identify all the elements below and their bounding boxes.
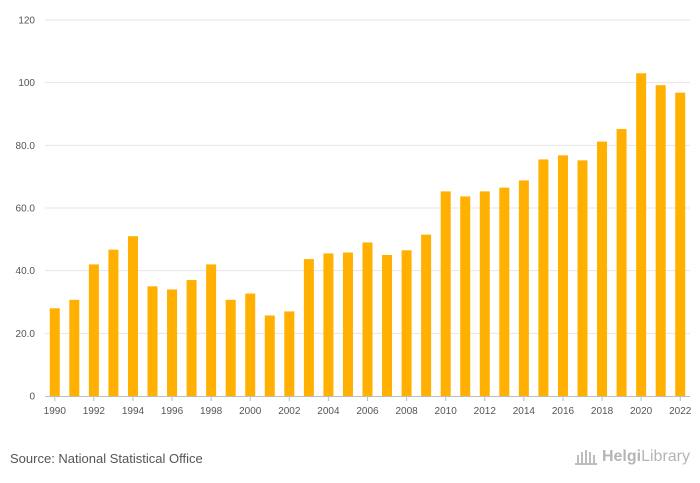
bar-1992 (88, 264, 99, 396)
bar-2013 (499, 187, 510, 396)
y-tick-label: 100 (18, 78, 35, 89)
logo-text-bold: Helgi (601, 448, 642, 465)
bar-2015 (538, 159, 549, 396)
bar-2007 (382, 255, 393, 396)
bar-2008 (401, 250, 412, 396)
bar-2019 (616, 129, 627, 397)
logo-text: Library (641, 448, 690, 465)
bar-1998 (206, 264, 217, 396)
y-tick-label: 80.0 (16, 141, 36, 152)
x-tick-label: 2020 (630, 406, 653, 417)
x-tick-label: 2006 (356, 406, 379, 417)
bar-2018 (597, 141, 608, 396)
bar-1996 (167, 289, 178, 396)
bar-2009 (421, 234, 432, 396)
bar-2010 (440, 191, 451, 396)
bar-2011 (460, 196, 471, 396)
y-tick-label: 40.0 (16, 266, 36, 277)
source-note: Source: National Statistical Office (10, 451, 203, 466)
bar-2005 (342, 252, 353, 396)
x-tick-label: 2000 (239, 406, 262, 417)
bar-1995 (147, 286, 158, 396)
bar-1991 (69, 299, 80, 396)
bars (49, 73, 686, 397)
bar-2014 (518, 180, 529, 396)
y-axis-ticks: 0 20.0 40.0 60.0 80.0 100 120 (16, 16, 36, 403)
y-tick-label: 120 (18, 16, 35, 27)
bar-1994 (127, 236, 138, 396)
helgi-library-logo: Helgi Library (574, 448, 690, 466)
x-tick-label: 1990 (44, 406, 67, 417)
x-tick-label: 2014 (513, 406, 536, 417)
bar-2001 (264, 315, 275, 396)
bar-2002 (284, 311, 295, 396)
bar-2004 (323, 253, 334, 396)
x-tick-label: 2012 (474, 406, 497, 417)
x-tick-label: 1992 (83, 406, 106, 417)
x-axis-ticks: 1990 1992 1994 1996 1998 2000 2002 2004 2006 2008… (44, 396, 692, 417)
x-tick-label: 1996 (161, 406, 184, 417)
x-tick-label: 1998 (200, 406, 223, 417)
x-tick-label: 2016 (552, 406, 575, 417)
bar-1993 (108, 249, 119, 396)
bar-2020 (636, 73, 647, 397)
x-tick-label: 2022 (669, 406, 692, 417)
x-tick-label: 2002 (278, 406, 301, 417)
library-building-icon (574, 450, 597, 465)
bar-2000 (245, 293, 256, 396)
bar-2022 (675, 92, 686, 397)
y-tick-label: 0 (29, 392, 35, 403)
bar-1997 (186, 280, 197, 396)
bar-2003 (303, 259, 314, 396)
x-tick-label: 2010 (435, 406, 458, 417)
bar-2006 (362, 242, 373, 396)
bar-2012 (479, 191, 490, 396)
bar-1990 (49, 308, 60, 396)
y-tick-label: 20.0 (16, 329, 36, 340)
bar-2021 (655, 85, 666, 396)
bar-chart: 0 20.0 40.0 60.0 80.0 100 120 1990 1992 1994 1996… (16, 16, 692, 418)
y-tick-label: 60.0 (16, 204, 36, 215)
bar-1999 (225, 299, 236, 396)
x-tick-label: 2018 (591, 406, 614, 417)
x-tick-label: 2004 (317, 406, 340, 417)
bar-2017 (577, 160, 588, 396)
x-tick-label: 1994 (122, 406, 145, 417)
bar-2016 (557, 155, 568, 396)
x-tick-label: 2008 (395, 406, 418, 417)
